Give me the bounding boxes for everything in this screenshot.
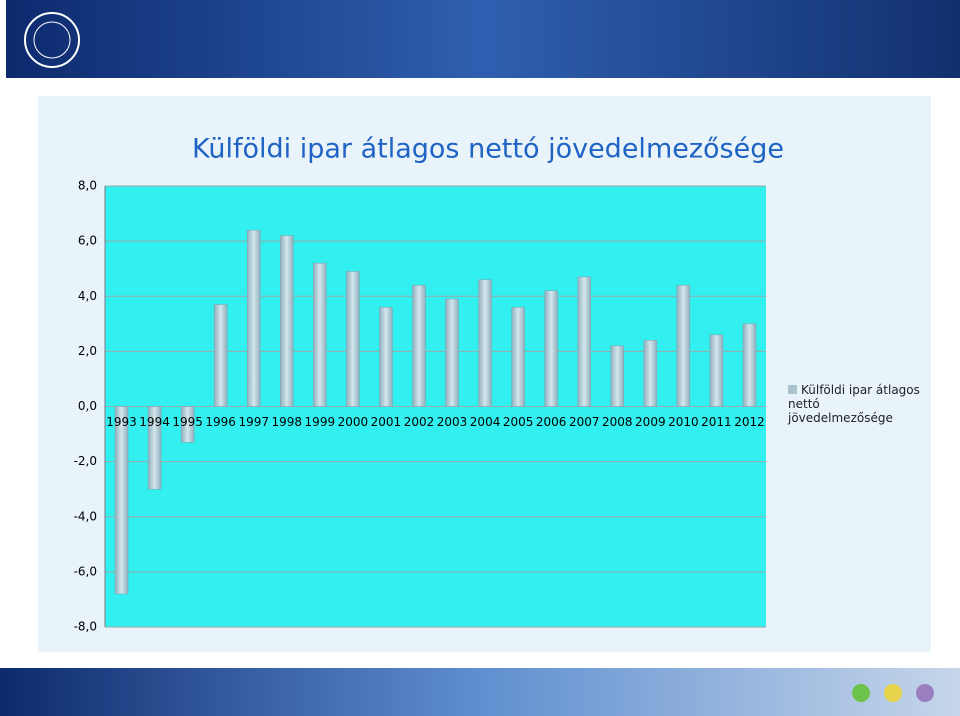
x-tick-label: 2001: [371, 415, 402, 429]
x-tick-label: 2004: [470, 415, 501, 429]
bar: [511, 307, 525, 407]
x-tick-label: 1993: [106, 415, 137, 429]
x-tick-label: 2009: [635, 415, 666, 429]
bar: [544, 290, 558, 407]
bar: [313, 262, 327, 407]
y-tick-label: -6,0: [74, 564, 97, 578]
y-tick-label: -8,0: [74, 620, 97, 634]
x-tick-label: 1997: [238, 415, 269, 429]
y-tick-label: 0,0: [78, 399, 97, 413]
x-tick-label: 1998: [272, 415, 303, 429]
bar: [379, 307, 393, 407]
x-tick-label: 2008: [602, 415, 633, 429]
bar: [643, 340, 658, 407]
y-tick-label: 6,0: [78, 234, 97, 248]
x-tick-label: 2005: [503, 415, 534, 429]
bar: [478, 279, 492, 407]
bar: [280, 235, 294, 407]
bar: [577, 276, 591, 407]
footer-icon: [916, 684, 934, 702]
bar: [346, 271, 360, 407]
bar: [246, 229, 261, 407]
x-tick-label: 2011: [701, 415, 732, 429]
y-tick-label: -4,0: [74, 509, 97, 523]
bar: [147, 406, 162, 490]
y-tick-label: 8,0: [78, 179, 97, 193]
bar: [213, 304, 228, 407]
bar: [610, 345, 625, 407]
y-tick-label: 2,0: [78, 344, 97, 358]
logo-inner: [33, 21, 71, 59]
legend-swatch: [788, 385, 797, 394]
footer-icon: [884, 684, 902, 702]
bar: [742, 323, 757, 407]
x-tick-label: 1999: [305, 415, 336, 429]
bar: [676, 284, 691, 407]
x-tick-label: 1995: [172, 415, 203, 429]
x-tick-label: 2012: [734, 415, 765, 429]
footer-icon: [852, 684, 870, 702]
x-tick-label: 2002: [404, 415, 435, 429]
x-tick-label: 1994: [139, 415, 170, 429]
x-tick-label: 2000: [338, 415, 369, 429]
bar: [412, 284, 426, 407]
x-tick-label: 2003: [437, 415, 468, 429]
bar: [180, 406, 195, 443]
x-tick-label: 1996: [205, 415, 236, 429]
chart-title: Külföldi ipar átlagos nettó jövedelmezős…: [192, 134, 784, 165]
x-tick-label: 2007: [569, 415, 600, 429]
footer-bar: [0, 668, 960, 716]
bar: [709, 334, 724, 407]
bar: [445, 298, 459, 407]
bar: [114, 406, 129, 595]
x-tick-label: 2006: [536, 415, 567, 429]
logo: [24, 12, 80, 68]
y-tick-label: -2,0: [74, 454, 97, 468]
legend-label: Külföldi ipar átlagos nettó jövedelmezős…: [788, 383, 920, 425]
y-tick-label: 4,0: [78, 289, 97, 303]
header-bar: [6, 0, 960, 78]
legend: Külföldi ipar átlagos nettó jövedelmezős…: [788, 383, 923, 425]
x-tick-label: 2010: [668, 415, 699, 429]
